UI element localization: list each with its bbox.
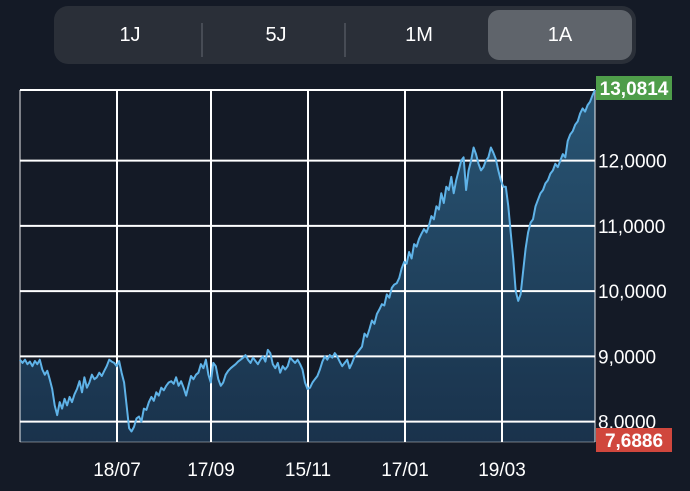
low-value-label: 7,6886 [605,431,663,452]
range-selector: 1J 5J 1M 1A [54,6,636,64]
y-tick-label: 9,0000 [598,347,656,368]
series-line [19,89,596,433]
tab-divider [201,23,203,57]
x-tick-label: 17/01 [381,460,429,481]
y-tick-label: 10,0000 [598,282,667,303]
high-value-label: 13,0814 [600,79,669,100]
x-tick-label: 19/03 [478,460,526,481]
tab-1a[interactable]: 1A [488,10,632,60]
high-badge [596,76,672,100]
tab-1j[interactable]: 1J [119,23,141,46]
y-tick-label: 11,0000 [598,217,665,238]
tab-5j[interactable]: 5J [265,23,287,46]
tab-1m[interactable]: 1M [405,23,433,46]
x-tick-label: 17/09 [187,460,235,481]
x-tick-label: 18/07 [93,460,141,481]
low-badge [596,428,672,452]
tab-divider [344,23,346,57]
x-tick-label: 15/11 [285,460,331,481]
y-tick-label: 12,0000 [598,152,667,173]
